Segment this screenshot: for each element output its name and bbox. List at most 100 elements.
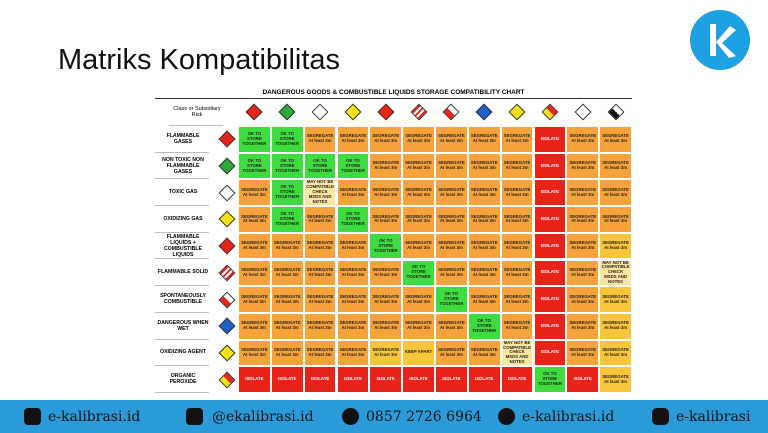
- matrix-cell: OK TO STORE TOGETHER: [238, 126, 271, 153]
- hazard-icon: [607, 103, 625, 121]
- row-label: NON TOXIC NON FLAMMABLE GASES: [155, 153, 209, 180]
- footer-text: @ekalibrasi.id: [212, 409, 314, 425]
- matrix-cell: SEGREGATE At least 3m: [336, 126, 370, 153]
- hazard-icon: [218, 157, 236, 175]
- footer-icon: [24, 408, 41, 425]
- hazard-icon: [218, 264, 236, 282]
- row-label: FLAMMABLE SOLID: [155, 260, 209, 287]
- matrix-cell: SEGREGATE At least 3m: [467, 206, 501, 233]
- matrix-cell: SEGREGATE At least 3m: [435, 126, 468, 153]
- matrix-cell: ISOLATE: [533, 259, 567, 287]
- matrix-cell: ISOLATE: [238, 366, 271, 393]
- matrix-cell: SEGREGATE At least 3m: [599, 179, 632, 207]
- matrix-cell: SEGREGATE At least 3m: [599, 366, 632, 393]
- matrix-cell: SEGREGATE At least 3m: [500, 286, 534, 313]
- matrix-cell: OK TO STORE TOGETHER: [369, 232, 403, 260]
- matrix-cell: SEGREGATE At least 3m: [599, 232, 632, 260]
- hazard-icon: [218, 291, 236, 309]
- matrix-cell: SEGREGATE At least 3m: [336, 179, 370, 207]
- row-label: ORGANIC PEROXIDE: [155, 366, 209, 393]
- matrix-cell: SEGREGATE At least 3m: [369, 312, 403, 340]
- matrix-cell: SEGREGATE At least 3m: [467, 286, 501, 313]
- matrix-cell: SEGREGATE At least 3m: [238, 259, 271, 287]
- matrix-cell: SEGREGATE At least 3m: [303, 232, 337, 260]
- matrix-cell: ISOLATE: [533, 312, 567, 340]
- matrix-cell: ISOLATE: [533, 232, 567, 260]
- matrix-cell: OK TO STORE TOGETHER: [402, 259, 435, 287]
- matrix-cell: OK TO STORE TOGETHER: [270, 152, 304, 180]
- matrix-cell: SEGREGATE At least 3m: [303, 259, 337, 287]
- corner-label: Class or Subsidiary Risk: [169, 98, 223, 126]
- matrix-cell: OK TO STORE TOGETHER: [336, 206, 370, 233]
- matrix-cell: ISOLATE: [533, 206, 567, 233]
- matrix-cell: OK TO STORE TOGETHER: [270, 206, 304, 233]
- matrix-cell: SEGREGATE At least 3m: [467, 232, 501, 260]
- matrix-cell: OK TO STORE TOGETHER: [270, 179, 304, 207]
- matrix-cell: ISOLATE: [533, 179, 567, 207]
- matrix-cell: SEGREGATE At least 3m: [599, 152, 632, 180]
- matrix-cell: SEGREGATE At least 3m: [303, 286, 337, 313]
- matrix-cell: SEGREGATE At least 3m: [336, 286, 370, 313]
- matrix-cell: SEGREGATE At least 3m: [467, 259, 501, 287]
- matrix-cell: SEGREGATE At least 3m: [599, 312, 632, 340]
- hazard-icon: [541, 103, 559, 121]
- hazard-icon: [475, 103, 493, 121]
- matrix-cell: SEGREGATE At least 3m: [369, 286, 403, 313]
- matrix-cell: SEGREGATE At least 3m: [500, 232, 534, 260]
- footer-text: e-kalibrasi: [676, 409, 751, 425]
- hazard-icon: [218, 210, 236, 228]
- matrix-cell: MAY NOT BE COMPATIBLE CHECK MSDS AND NOT…: [599, 259, 632, 287]
- footer-icon: [652, 408, 669, 425]
- matrix-cell: SEGREGATE At least 3m: [369, 126, 403, 153]
- hazard-icon: [311, 103, 329, 121]
- matrix-cell: SEGREGATE At least 3m: [270, 312, 304, 340]
- matrix-cell: SEGREGATE At least 3m: [303, 312, 337, 340]
- matrix-cell: SEGREGATE At least 3m: [303, 126, 337, 153]
- matrix-cell: SEGREGATE At least 3m: [402, 206, 435, 233]
- matrix-cell: SEGREGATE At least 3m: [435, 339, 468, 367]
- matrix-cell: SEGREGATE At least 3m: [566, 259, 600, 287]
- slide-title: Matriks Kompatibilitas: [58, 44, 341, 76]
- matrix-cell: MAY NOT BE COMPATIBLE CHECK MSDS AND NOT…: [500, 339, 534, 367]
- matrix-cell: ISOLATE: [500, 366, 534, 393]
- matrix-cell: SEGREGATE At least 3m: [599, 286, 632, 313]
- hazard-icon: [278, 103, 296, 121]
- matrix-cell: SEGREGATE At least 3m: [402, 286, 435, 313]
- matrix-cell: SEGREGATE At least 3m: [369, 179, 403, 207]
- matrix-cell: SEGREGATE At least 3m: [435, 232, 468, 260]
- row-label: FLAMMABLE LIQUIDS + COMBUSTIBLE LIQUIDS: [155, 233, 209, 260]
- matrix-cell: SEGREGATE At least 3m: [270, 259, 304, 287]
- matrix-cell: ISOLATE: [303, 366, 337, 393]
- hazard-icon: [508, 103, 526, 121]
- matrix-cell: SEGREGATE At least 3m: [303, 339, 337, 367]
- row-label: OXIDIZING GAS: [155, 206, 209, 233]
- matrix-cell: KEEP APART: [402, 339, 435, 367]
- matrix-cell: SEGREGATE At least 3m: [500, 152, 534, 180]
- matrix-cell: ISOLATE: [336, 366, 370, 393]
- matrix-cell: OK TO STORE TOGETHER: [435, 286, 468, 313]
- matrix-cell: SEGREGATE At least 3m: [402, 126, 435, 153]
- footer-text: 0857 2726 6964: [366, 409, 482, 425]
- matrix-cell: SEGREGATE At least 3m: [467, 126, 501, 153]
- matrix-cell: OK TO STORE TOGETHER: [533, 366, 567, 393]
- hazard-icon: [344, 103, 362, 121]
- hazard-icon: [218, 371, 236, 389]
- footer-icon: [498, 408, 515, 425]
- matrix-cell: SEGREGATE At least 3m: [435, 206, 468, 233]
- matrix-cell: ISOLATE: [533, 152, 567, 180]
- logo: [690, 10, 750, 70]
- hazard-icon: [218, 237, 236, 255]
- matrix-cell: SEGREGATE At least 3m: [500, 312, 534, 340]
- matrix-cell: ISOLATE: [533, 126, 567, 153]
- matrix-cell: SEGREGATE At least 3m: [435, 259, 468, 287]
- matrix-cell: SEGREGATE At least 3m: [467, 179, 501, 207]
- row-label: OXIDIZING AGENT: [155, 340, 209, 367]
- matrix-cell: OK TO STORE TOGETHER: [270, 126, 304, 153]
- hazard-icon: [218, 184, 236, 202]
- hazard-icon: [245, 103, 263, 121]
- row-label: DANGEROUS WHEN WET: [155, 313, 209, 340]
- matrix-cell: SEGREGATE At least 3m: [270, 232, 304, 260]
- hazard-icon: [218, 130, 236, 148]
- matrix-cell: SEGREGATE At least 3m: [500, 259, 534, 287]
